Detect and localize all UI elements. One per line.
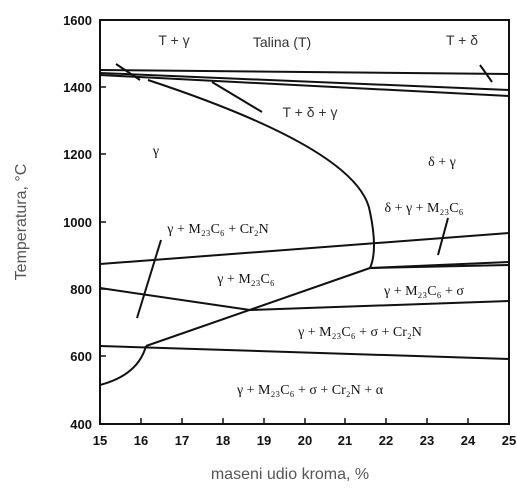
x-tick-label: 23	[420, 433, 434, 448]
y-tick-label: 400	[70, 417, 92, 432]
alpha-boundary	[99, 345, 510, 360]
label-gamma: γ	[152, 144, 159, 159]
sigma-boundary	[145, 267, 371, 347]
label-gamma-m23c6: γ + M₂₃C₆	[216, 272, 275, 287]
x-tick-label: 15	[93, 433, 107, 448]
x-tick-label: 24	[461, 433, 476, 448]
leader-cr2n	[136, 239, 162, 319]
x-axis-title: maseni udio kroma, %	[211, 466, 369, 483]
y-tick-label: 600	[70, 349, 92, 364]
x-tick-label: 17	[175, 433, 189, 448]
y-tick-label: 1200	[63, 147, 92, 162]
liquidus-line	[99, 69, 510, 75]
x-tick-label: 19	[257, 433, 271, 448]
label-t-delta-gamma: T + δ + γ	[282, 104, 337, 120]
m23c6-solvus	[99, 232, 510, 265]
phase-boundaries	[99, 63, 510, 386]
x-tick-label: 16	[134, 433, 148, 448]
cr2n-boundary-left	[99, 287, 251, 311]
label-gamma-m23c6-cr2n: γ + M₂₃C₆ + Cr₂N	[166, 222, 268, 237]
x-tick-label: 22	[379, 433, 393, 448]
label-t-delta: T + δ	[446, 32, 478, 48]
x-tick-label: 21	[338, 433, 352, 448]
x-tick-label: 25	[502, 433, 516, 448]
y-tick-label: 1400	[63, 80, 92, 95]
leader-t-gamma	[115, 63, 141, 81]
delta-boundary-lower	[369, 264, 510, 269]
y-axis-title: Temperatura, °C	[13, 164, 30, 281]
label-gamma-m23c6-sigma-cr2n-alpha: γ + M₂₃C₆ + σ + Cr₂N + α	[236, 383, 384, 398]
boundary-t-delta-upper	[99, 72, 510, 91]
label-delta-gamma-m23c6: δ + γ + M₂₃C₆	[384, 201, 463, 216]
leader-delta-gamma-m23c6	[437, 217, 449, 256]
cr2n-boundary-right	[249, 300, 510, 311]
label-gamma-m23c6-sigma-cr2n: γ + M₂₃C₆ + σ + Cr₂N	[297, 325, 422, 340]
label-delta-gamma: δ + γ	[428, 155, 456, 170]
label-talina: Talina (T)	[253, 34, 311, 50]
gamma-delta-boundary	[147, 79, 375, 269]
alpha-boundary-low	[99, 345, 147, 386]
y-tick-label: 1600	[63, 13, 92, 28]
x-tick-marks	[99, 418, 510, 424]
x-tick-label: 18	[216, 433, 230, 448]
label-t-gamma: T + γ	[158, 32, 189, 48]
y-tick-label: 800	[70, 282, 92, 297]
leader-t-delta	[479, 64, 493, 83]
leader-t-delta-gamma	[211, 81, 263, 113]
label-gamma-m23c6-sigma: γ + M₂₃C₆ + σ	[383, 284, 464, 299]
boundary-t-delta-lower	[99, 74, 510, 97]
x-tick-label: 20	[298, 433, 312, 448]
y-tick-label: 1000	[63, 215, 92, 230]
